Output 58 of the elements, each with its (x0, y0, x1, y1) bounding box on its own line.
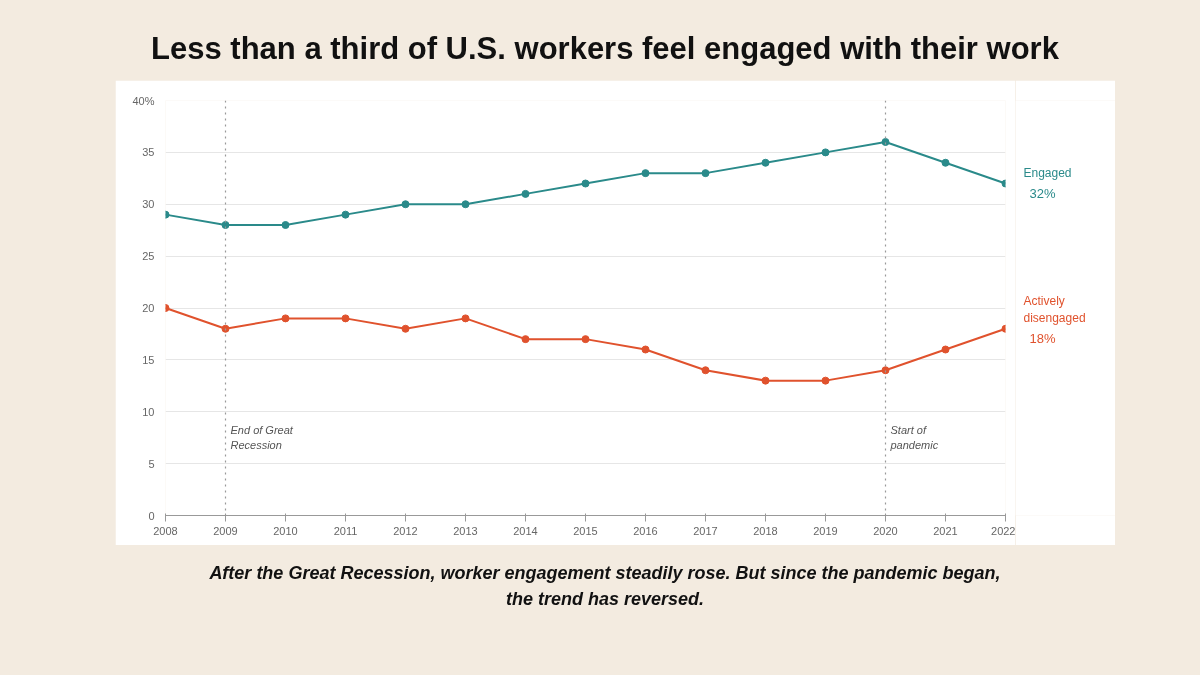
point (761, 376, 770, 385)
x-tick-label: 2016 (633, 524, 658, 537)
point (521, 335, 530, 344)
point (401, 200, 410, 209)
point (641, 169, 650, 178)
x-tick-label: 2019 (813, 524, 838, 537)
y-tick-label: 35 (142, 146, 155, 159)
x-tick-label: 2022 (991, 524, 1016, 537)
ref-line-label: Start of pandemic (889, 424, 939, 451)
y-tick-label: 5 (148, 457, 155, 470)
x-tick-label: 2018 (753, 524, 778, 537)
data-label: 18% (1029, 330, 1056, 346)
y-tick-label: 30 (142, 198, 155, 211)
x-tick-label: 2013 (453, 524, 478, 537)
point (461, 200, 470, 209)
point (701, 169, 710, 178)
point (281, 314, 290, 323)
x-tick-label: 2010 (273, 524, 298, 537)
point (761, 158, 770, 167)
x-tick-label: 2021 (933, 524, 958, 537)
point (341, 210, 350, 219)
point (941, 345, 950, 354)
series-label: Actively disengaged (1023, 293, 1086, 325)
x-tick-label: 2011 (333, 524, 358, 537)
x-tick-label: 2015 (573, 524, 598, 537)
y-tick-label: 15 (142, 353, 155, 366)
x-tick-label: 2009 (213, 524, 238, 537)
point (821, 148, 830, 157)
point (341, 314, 350, 323)
x-tick-label: 2020 (873, 524, 898, 537)
y-tick-label: 25 (142, 250, 155, 263)
x-tick-label: 2008 (153, 524, 178, 537)
y-tick-label: 0 (148, 509, 155, 522)
y-tick-label: 20 (142, 302, 155, 314)
y-tick-label: 10 (142, 405, 155, 418)
point (881, 138, 890, 146)
point (821, 376, 830, 385)
point (581, 179, 590, 188)
x-tick-label: 2012 (393, 524, 418, 537)
point (881, 366, 890, 375)
text: After the Great Recession, worker engagement steadily rose. But since the pandemic began, the trend has reversed. (208, 562, 1002, 612)
point (401, 324, 410, 333)
ref-line-label: End of Great Recession (230, 424, 294, 451)
x-tick-label: 2014 (513, 524, 538, 537)
point (221, 221, 230, 229)
x-tick-label: 2017 (693, 524, 718, 537)
data-label: 32% (1029, 185, 1056, 201)
point (221, 324, 230, 333)
series-label: Engaged (1023, 165, 1072, 180)
point (641, 345, 650, 354)
y-tick-label: 40% (132, 94, 155, 107)
point (701, 366, 710, 375)
point (941, 158, 950, 167)
point (461, 314, 470, 323)
point (281, 221, 290, 229)
point (521, 189, 530, 198)
chart-title: Less than a third of U.S. workers feel engaged with their work (150, 30, 1060, 68)
point (581, 335, 590, 344)
